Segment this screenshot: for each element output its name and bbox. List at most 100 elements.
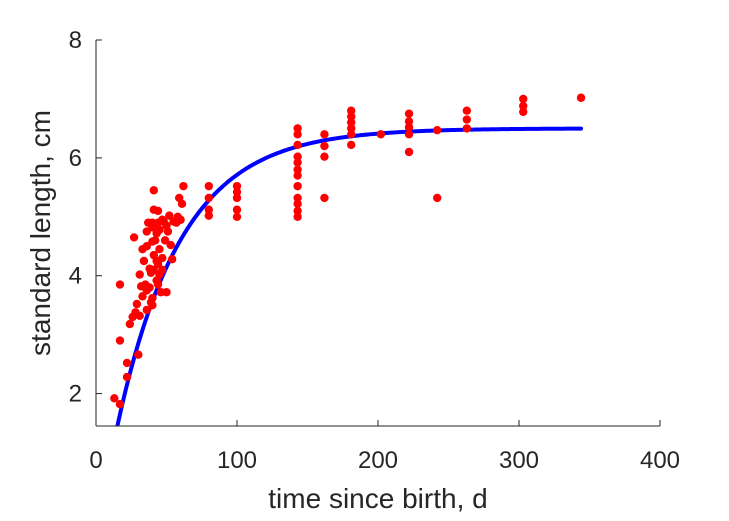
data-point: [293, 193, 302, 203]
data-point: [293, 158, 302, 167]
x-tick-label: 100: [217, 447, 257, 474]
data-point: [293, 165, 302, 174]
data-point: [155, 245, 164, 254]
x-tick-label: 200: [358, 447, 398, 474]
data-point: [155, 225, 164, 234]
data-point: [160, 236, 170, 245]
data-point: [151, 236, 160, 245]
data-point: [132, 299, 142, 309]
data-point: [404, 130, 414, 139]
y-tick-label: 8: [69, 27, 82, 54]
y-axis-label: standard length, cm: [25, 110, 56, 356]
data-point: [122, 372, 132, 382]
data-point: [163, 227, 173, 236]
data-point: [320, 152, 329, 161]
data-point: [138, 292, 147, 301]
data-point: [158, 253, 167, 263]
data-point: [232, 212, 242, 221]
data-point: [404, 147, 414, 157]
x-tick-label: 300: [499, 447, 539, 474]
data-point: [433, 193, 442, 203]
data-point: [204, 205, 213, 214]
data-point: [462, 115, 472, 124]
x-tick-label: 0: [89, 447, 102, 474]
data-point: [165, 211, 174, 220]
data-point: [148, 293, 157, 303]
data-point: [347, 118, 356, 127]
data-point: [462, 106, 472, 115]
data-point: [347, 106, 356, 115]
data-point: [404, 109, 414, 118]
data-point: [148, 300, 157, 310]
data-point: [347, 124, 356, 133]
x-tick-label: 400: [640, 447, 680, 474]
y-ticks: 2 4 6 8: [69, 27, 102, 408]
data-point: [149, 186, 159, 195]
data-point: [347, 140, 356, 150]
data-point: [404, 123, 414, 132]
data-point: [293, 130, 302, 139]
data-point: [462, 124, 472, 133]
data-point: [519, 107, 528, 117]
data-point: [293, 140, 302, 150]
data-point: [320, 193, 329, 203]
data-point: [347, 130, 356, 139]
data-point: [204, 181, 213, 191]
data-point: [320, 130, 329, 139]
data-point: [115, 336, 125, 345]
data-point: [293, 124, 302, 133]
x-axis-label: time since birth, d: [268, 483, 487, 514]
data-point: [232, 181, 242, 191]
data-point: [176, 215, 185, 224]
data-point: [433, 125, 442, 135]
data-point: [404, 117, 414, 126]
data-point: [204, 193, 213, 203]
data-point: [135, 270, 144, 279]
data-point: [293, 199, 302, 209]
data-point: [145, 283, 154, 292]
data-point: [149, 265, 159, 275]
data-point: [115, 399, 125, 409]
y-tick-label: 6: [69, 145, 82, 172]
data-point: [293, 171, 302, 180]
plot-area: [110, 93, 586, 426]
data-point: [293, 206, 302, 216]
plot-contents: [110, 93, 586, 426]
data-point: [179, 181, 188, 191]
data-point: [135, 311, 144, 320]
data-point: [158, 265, 167, 275]
data-point: [166, 240, 175, 250]
data-point: [167, 255, 177, 264]
data-point: [122, 358, 132, 368]
data-point: [576, 93, 586, 102]
data-point: [153, 206, 163, 216]
data-point: [293, 152, 302, 161]
data-point: [293, 212, 302, 221]
data-point: [232, 193, 242, 203]
data-point: [376, 130, 386, 139]
data-point: [232, 187, 242, 197]
data-point: [153, 280, 163, 289]
axes: 0 100 200 300 400 2 4 6 8: [69, 27, 680, 474]
data-point: [204, 211, 213, 220]
data-point: [293, 181, 302, 191]
data-point: [139, 256, 149, 266]
data-point: [162, 288, 171, 297]
data-point: [320, 141, 329, 151]
y-tick-label: 4: [69, 263, 82, 290]
data-point: [115, 280, 125, 289]
data-point: [177, 199, 187, 209]
data-point: [134, 350, 143, 359]
x-ticks: 0 100 200 300 400: [89, 420, 680, 474]
data-point: [142, 305, 151, 315]
data-point: [110, 394, 119, 403]
data-point: [125, 319, 135, 329]
data-point: [232, 205, 242, 214]
data-point: [153, 259, 163, 269]
data-point: [519, 101, 528, 111]
data-point: [142, 242, 151, 251]
fit-curve-line: [115, 126, 584, 426]
data-point: [519, 94, 528, 104]
data-point: [347, 112, 356, 121]
